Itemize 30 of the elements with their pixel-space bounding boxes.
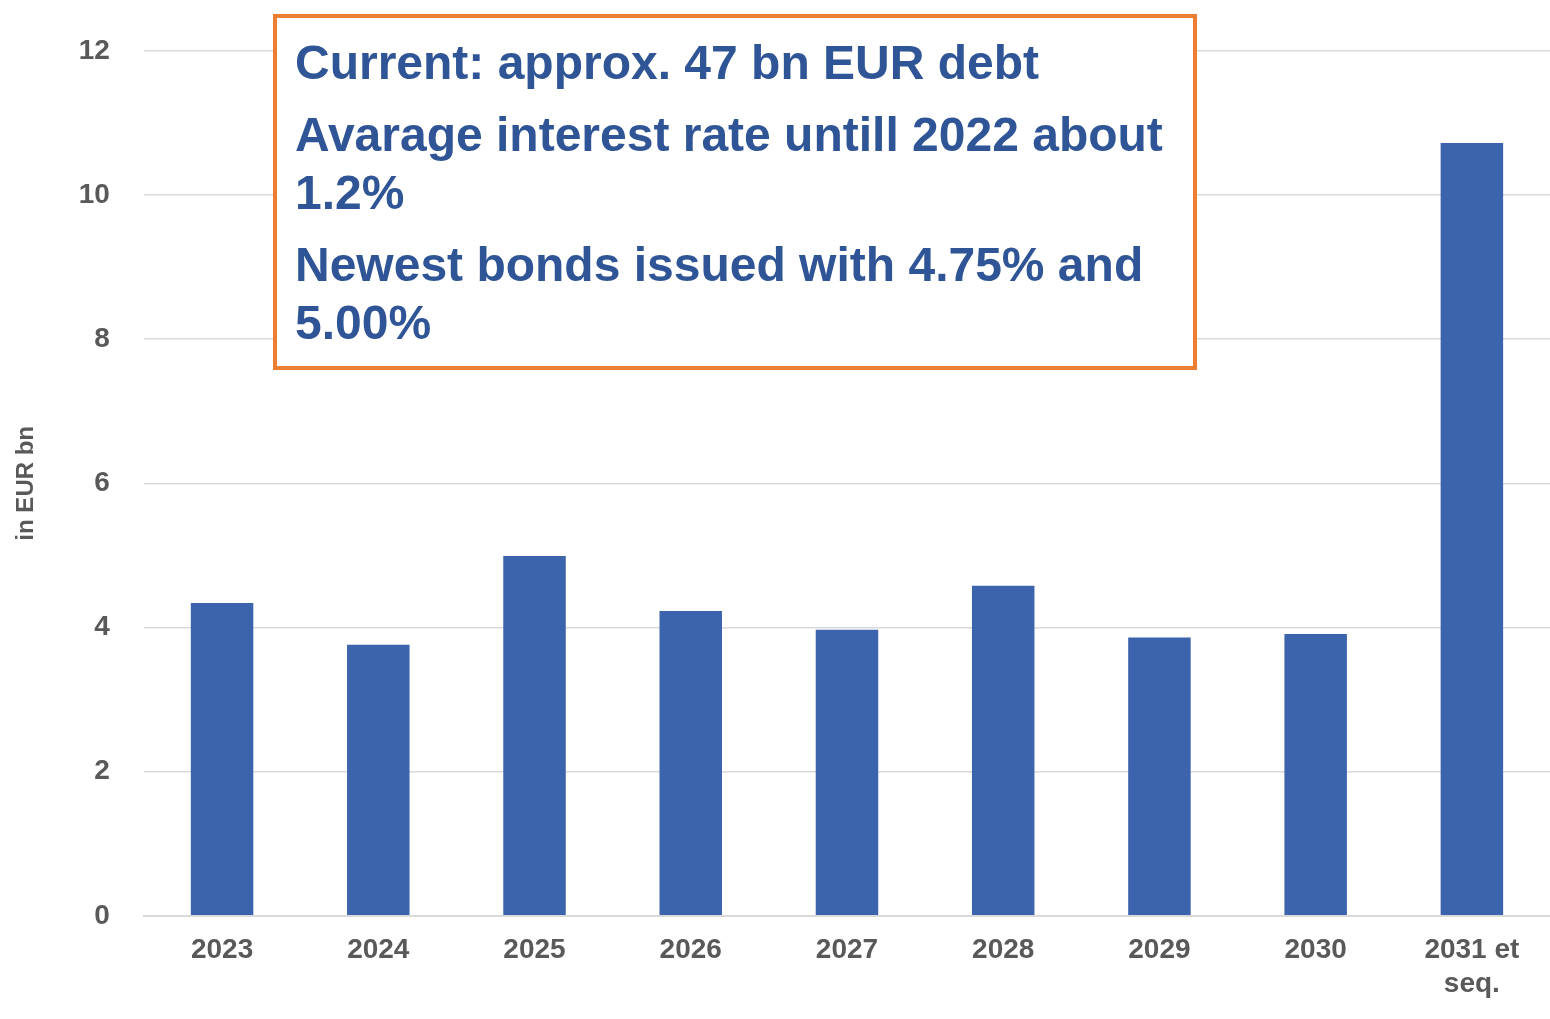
bar: [971, 585, 1035, 916]
note-box: Current: approx. 47 bn EUR debt Avarage interest rate untill 2022 about 1.2% Newest bonds issued with 4.75% and 5.00%: [273, 14, 1197, 370]
x-tick-label: 2025: [503, 933, 566, 965]
y-tick-label: 8: [94, 321, 110, 353]
y-tick-label: 10: [78, 177, 110, 209]
bar: [1440, 143, 1504, 916]
x-tick-label: 2030: [1284, 933, 1347, 965]
bar: [1284, 633, 1347, 916]
x-tick-label: 2028: [972, 933, 1035, 965]
y-tick-label: 12: [78, 33, 110, 65]
bar: [190, 602, 254, 916]
bar: [815, 629, 879, 916]
y-axis-title: in EUR bn: [11, 425, 39, 541]
annotation: Newest bonds issued with 4.75% and 5.00%: [295, 237, 1145, 351]
y-tick-label: 6: [94, 466, 110, 498]
bar: [347, 644, 410, 916]
annotation: Current: approx. 47 bn EUR debt: [295, 35, 1041, 91]
x-tick-label: 2023: [190, 933, 254, 965]
x-tick-label: 2029: [1128, 933, 1191, 965]
x-tick-label: 2026: [659, 933, 722, 965]
annotation: Avarage interest rate untill 2022 about 1.2%: [295, 107, 1164, 221]
y-tick-label: 0: [94, 898, 110, 930]
bar: [503, 556, 566, 916]
x-tick-label: 2024: [347, 933, 410, 965]
x-tick-label: 2027: [815, 933, 879, 965]
y-tick-label: 4: [94, 610, 111, 642]
bar: [659, 610, 722, 916]
y-tick-label: 2: [94, 754, 110, 786]
x-tick-label: 2031 et seq.: [1424, 933, 1520, 998]
bar: [1128, 637, 1191, 916]
